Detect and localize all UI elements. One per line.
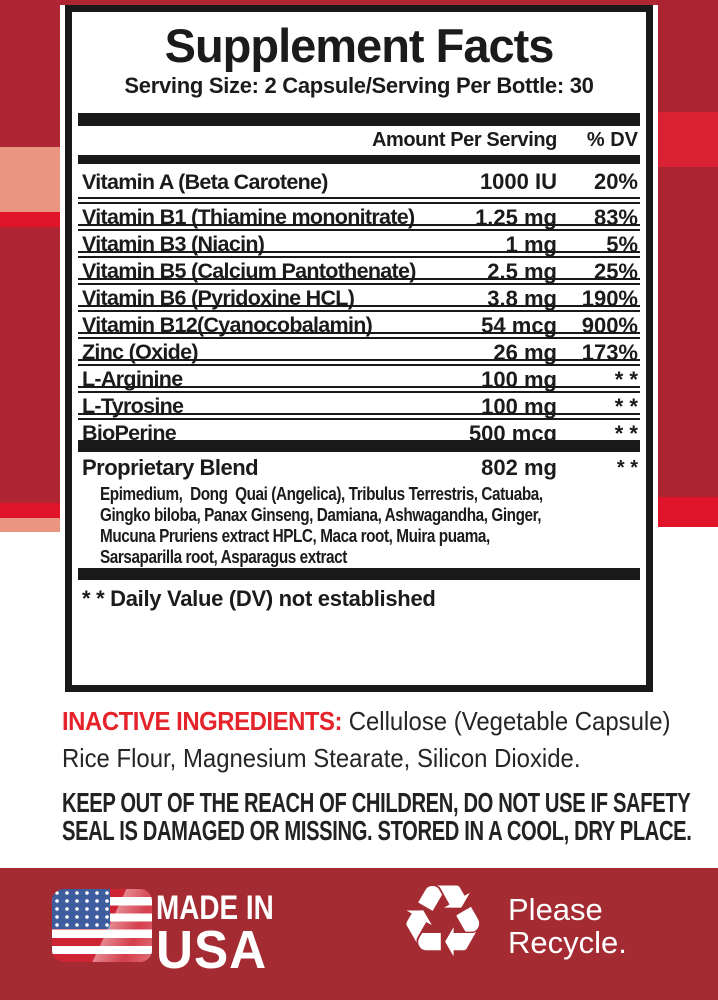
made-in-usa-badge: MADE IN USA — [156, 889, 300, 980]
table-row: Zinc (Oxide) 26 mg 173% — [78, 332, 640, 365]
amount-cell: 1000 IU — [479, 169, 557, 194]
divider-bar — [78, 568, 640, 580]
usa-text: USA — [156, 920, 268, 980]
blend-dv: * * — [616, 457, 638, 479]
panel-title: Supplement Facts — [164, 19, 555, 72]
warning-line-2: SEAL IS DAMAGED OR MISSING. STORED IN A … — [62, 815, 692, 846]
blend-ingredients-line: Sarsaparilla root, Asparagus extract — [100, 547, 347, 567]
table-row: L-Arginine 100 mg * * — [78, 359, 640, 392]
table-row: BioPerine 500 mcg * * — [78, 413, 640, 446]
dv-column-header: % DV — [586, 129, 638, 151]
inactive-ingredients-text: Cellulose (Vegetable Capsule) — [342, 706, 671, 736]
table-row: Vitamin B12(Cyanocobalamin) 54 mcg 900% — [78, 305, 640, 338]
us-flag-icon — [52, 889, 152, 962]
warning-text: KEEP OUT OF THE REACH OF CHILDREN, DO NO… — [62, 789, 712, 845]
serving-size-line: Serving Size: 2 Capsule/Serving Per Bott… — [124, 73, 594, 98]
recycle-icon: ♻ — [398, 863, 488, 980]
please-recycle-text: Please Recycle. — [508, 893, 627, 959]
inactive-ingredients-label: INACTIVE INGREDIENTS: — [62, 706, 343, 736]
flag-gloss — [52, 889, 152, 962]
blend-ingredients-line: Mucuna Pruriens extract HPLC, Maca root,… — [100, 526, 490, 546]
blend-ingredients-line: Gingko biloba, Panax Ginseng, Damiana, A… — [100, 505, 542, 525]
table-row: L-Tyrosine 100 mg * * — [78, 386, 640, 419]
proprietary-blend-row: Proprietary Blend 802 mg * * — [78, 452, 640, 484]
recycle-line-2: Recycle. — [508, 925, 627, 960]
dv-cell: 20% — [593, 169, 638, 194]
inactive-line-1: INACTIVE INGREDIENTS: Cellulose (Vegetab… — [62, 703, 671, 740]
nutrient-name: Vitamin A (Beta Carotene) — [82, 170, 328, 194]
nutrient-name: BioPerine — [82, 421, 177, 445]
amount-cell: 500 mcg — [468, 421, 557, 446]
table-row: Vitamin B6 (Pyridoxine HCL) 3.8 mg 190% — [78, 278, 640, 311]
recycle-line-1: Please — [508, 892, 603, 927]
table-row: Vitamin B1 (Thiamine mononitrate) 1.25 mg… — [78, 197, 640, 230]
table-row: Vitamin B3 (Niacin) 1 mg 5% — [78, 224, 640, 257]
facts-rows: Vitamin A (Beta Carotene) 1000 IU 20% Vitam… — [78, 164, 640, 446]
amount-column-header: Amount Per Serving — [371, 129, 557, 151]
divider-bar — [78, 155, 640, 164]
backdrop-right — [656, 0, 718, 527]
divider-bar — [78, 113, 640, 126]
backdrop-left — [0, 0, 60, 532]
blend-ingredients-line: Epimedium, Dong Quai (Angelica), Tribulu… — [100, 484, 543, 504]
supplement-facts-panel: Supplement Facts Serving Size: 2 Capsule… — [60, 5, 658, 697]
dv-cell: * * — [614, 394, 638, 419]
table-header: Amount Per Serving % DV — [78, 126, 640, 155]
warning-line-1: KEEP OUT OF THE REACH OF CHILDREN, DO NO… — [62, 787, 691, 818]
blend-name: Proprietary Blend — [82, 455, 259, 480]
dv-footnote: * * Daily Value (DV) not established — [82, 586, 436, 611]
flag-canton — [52, 889, 110, 929]
dv-cell: * * — [614, 421, 638, 446]
made-in-text: MADE IN — [156, 889, 274, 927]
table-row: Vitamin B5 (Calcium Pantothenate) 2.5 mg 2… — [78, 251, 640, 284]
dv-cell: * * — [614, 367, 638, 392]
divider-bar — [78, 440, 640, 452]
blend-amount: 802 mg — [481, 455, 557, 480]
table-row: Vitamin A (Beta Carotene) 1000 IU 20% — [78, 164, 640, 197]
inactive-ingredients: INACTIVE INGREDIENTS: Cellulose (Vegetab… — [62, 703, 702, 777]
inactive-line-2: Rice Flour, Magnesium Stearate, Silicon … — [62, 743, 581, 773]
supplement-facts-frame: Supplement Facts Serving Size: 2 Capsule… — [65, 5, 653, 692]
blend-ingredients: Epimedium, Dong Quai (Angelica), Tribulu… — [78, 484, 640, 568]
